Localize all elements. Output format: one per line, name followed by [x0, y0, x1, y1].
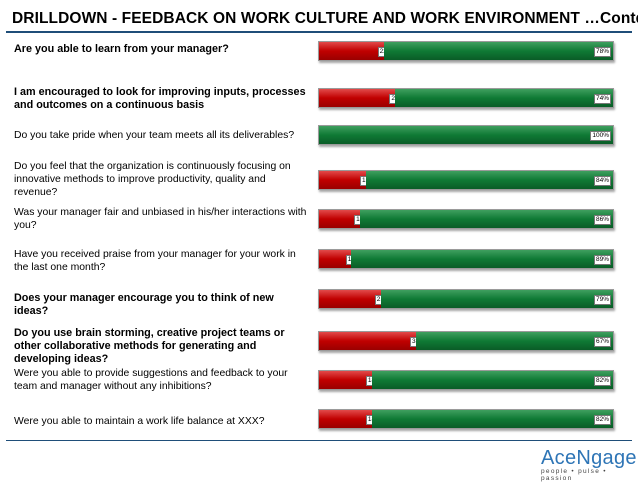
- positive-bar-segment: 82%: [371, 371, 613, 389]
- stacked-bar: 33% 67%: [318, 331, 614, 351]
- question-label: Are you able to learn from your manager?: [14, 43, 229, 55]
- stacked-bar: 11% 89%: [318, 249, 614, 269]
- stacked-bar: 14% 86%: [318, 209, 614, 229]
- positive-value-label: 86%: [593, 215, 611, 225]
- stacked-bar: 100%: [318, 125, 614, 145]
- positive-value-label: 67%: [593, 337, 611, 347]
- negative-bar-segment: 11%: [319, 250, 363, 268]
- positive-bar-segment: 89%: [351, 250, 613, 268]
- footer-divider: [6, 440, 632, 441]
- positive-value-label: 82%: [593, 415, 611, 425]
- stacked-bar: 26% 74%: [318, 88, 614, 108]
- positive-bar-segment: 82%: [371, 410, 613, 428]
- positive-value-label: 89%: [593, 255, 611, 265]
- negative-bar-segment: 18%: [319, 371, 383, 389]
- negative-bar-segment: 16%: [319, 171, 378, 189]
- positive-value-label: 84%: [593, 176, 611, 186]
- logo-tagline: people • pulse • passion: [541, 468, 607, 482]
- positive-bar-segment: 100%: [319, 126, 613, 144]
- negative-bar-segment: 26%: [319, 89, 407, 107]
- positive-bar-segment: 74%: [395, 89, 613, 107]
- question-label: Was your manager fair and unbiased in hi…: [14, 207, 307, 231]
- positive-bar-segment: 78%: [383, 42, 613, 60]
- stacked-bar: 21% 79%: [318, 289, 614, 309]
- stacked-bar: 18% 82%: [318, 370, 614, 390]
- question-label: Do you take pride when your team meets a…: [14, 130, 295, 141]
- question-label: Were you able to maintain a work life ba…: [14, 416, 265, 427]
- stacked-bar: 18% 82%: [318, 409, 614, 429]
- question-label: Have you received praise from your manag…: [14, 249, 296, 273]
- positive-bar-segment: 79%: [380, 290, 613, 308]
- logo-name: AceNgage: [541, 447, 637, 469]
- negative-bar-segment: 33%: [319, 332, 428, 350]
- stacked-bar: 22% 78%: [318, 41, 614, 61]
- positive-bar-segment: 67%: [416, 332, 613, 350]
- page-title: DRILLDOWN - FEEDBACK ON WORK CULTURE AND…: [12, 10, 638, 27]
- negative-bar-segment: 21%: [319, 290, 392, 308]
- positive-value-label: 82%: [593, 376, 611, 386]
- question-label: Does your manager encourage you to think…: [14, 292, 274, 317]
- question-label: Do you feel that the organization is con…: [14, 161, 291, 198]
- question-label: Do you use brain storming, creative proj…: [14, 327, 285, 365]
- question-label: Were you able to provide suggestions and…: [14, 368, 288, 392]
- positive-value-label: 74%: [593, 94, 611, 104]
- negative-bar-segment: 22%: [319, 42, 395, 60]
- positive-value-label: 78%: [593, 47, 611, 57]
- negative-bar-segment: 14%: [319, 210, 372, 228]
- acengage-logo: AceNgage people • pulse • passion: [541, 447, 638, 482]
- positive-bar-segment: 86%: [360, 210, 613, 228]
- negative-bar-segment: 18%: [319, 410, 383, 428]
- positive-value-label: 100%: [590, 131, 611, 141]
- question-label: I am encouraged to look for improving in…: [14, 86, 306, 111]
- positive-bar-segment: 84%: [366, 171, 613, 189]
- title-divider: [6, 31, 632, 33]
- stacked-bar: 16% 84%: [318, 170, 614, 190]
- positive-value-label: 79%: [593, 295, 611, 305]
